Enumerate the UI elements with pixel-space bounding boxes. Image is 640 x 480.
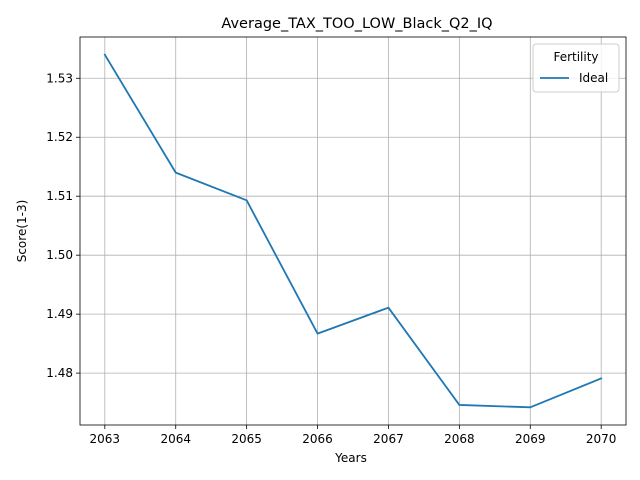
y-tick-label: 1.51 [46,189,73,203]
x-axis: 2063 2064 2065 2066 2067 2068 2069 2070 [90,425,617,446]
chart-title: Average_TAX_TOO_LOW_Black_Q2_IQ [221,16,492,32]
plot-frame [79,36,627,426]
x-tick-label: 2070 [586,432,617,446]
x-tick-label: 2069 [515,432,546,446]
x-tick-label: 2063 [90,432,121,446]
y-tick-label: 1.52 [46,130,73,144]
y-axis-label: Score(1-3) [15,200,29,263]
x-tick-label: 2068 [444,432,475,446]
series-line-ideal [103,53,603,409]
x-tick-label: 2065 [231,432,262,446]
legend-title: Fertility [553,50,598,64]
y-tick-label: 1.49 [46,307,73,321]
x-tick-label: 2064 [160,432,191,446]
y-tick-label: 1.50 [46,248,73,262]
legend-label-ideal: Ideal [579,71,608,85]
legend-box [532,43,620,93]
legend: Fertility Ideal [532,43,620,93]
y-axis: 1.48 1.49 1.50 1.51 1.52 1.53 [46,71,80,380]
x-axis-label: Years [334,451,367,465]
grid [80,37,626,425]
y-tick-label: 1.53 [46,71,73,85]
x-tick-label: 2067 [373,432,404,446]
y-tick-label: 1.48 [46,366,73,380]
x-tick-label: 2066 [302,432,333,446]
plot-lines [103,53,603,409]
